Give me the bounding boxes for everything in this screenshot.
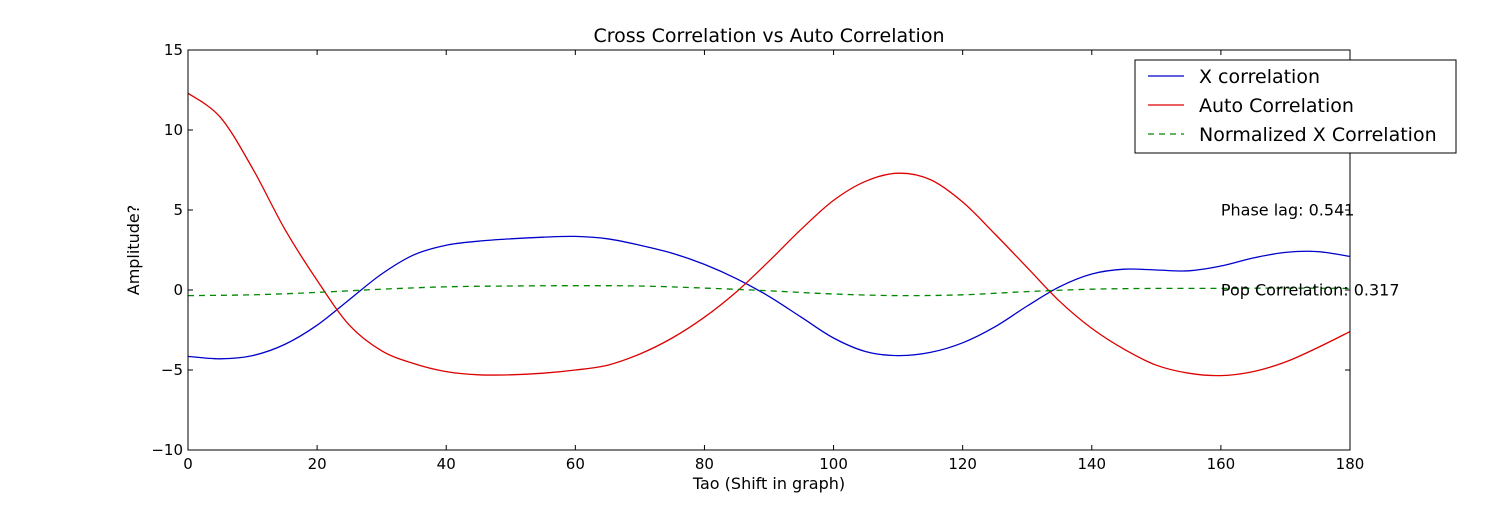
legend-items: X correlation Auto Correlation Normalized … (1148, 66, 1437, 146)
plot-data-layer (187, 92, 1351, 377)
y-axis-label: Amplitude? (124, 205, 143, 295)
legend-label-3: Normalized X Correlation (1199, 124, 1437, 146)
annotation-layer: Phase lag: 0.541 Pop Correlation: 0.317 (1221, 201, 1400, 300)
legend: X correlation Auto Correlation Normalized … (1134, 59, 1457, 154)
tick-layer: 0 20 40 60 80 100 120 140 160 180 15 10 5 0 −5 −10 (151, 41, 1364, 473)
x-tick-label: 20 (308, 455, 327, 473)
y-tick-label: 5 (173, 201, 183, 219)
y-tick-label: 15 (164, 41, 183, 59)
legend-label-1: X correlation (1199, 66, 1320, 88)
x-tick-label: 100 (819, 455, 848, 473)
series-line-2 (187, 92, 1351, 377)
series-line-1 (187, 235, 1351, 360)
y-tick-label: 0 (173, 281, 183, 299)
series-line-3 (187, 285, 1351, 297)
x-tick-label: 180 (1336, 455, 1365, 473)
x-tick-label: 140 (1077, 455, 1106, 473)
x-tick-label: 40 (437, 455, 456, 473)
x-tick-label: 80 (695, 455, 714, 473)
x-tick-label: 60 (566, 455, 585, 473)
x-axis-label: Tao (Shift in graph) (692, 474, 845, 493)
annotation-1: Phase lag: 0.541 (1221, 201, 1355, 220)
x-tick-label: 160 (1207, 455, 1236, 473)
y-tick-label: −10 (151, 441, 183, 459)
legend-label-2: Auto Correlation (1199, 95, 1354, 117)
plot-frame (187, 49, 1351, 451)
legend-box (1134, 59, 1457, 154)
y-tick-label: 10 (164, 121, 183, 139)
y-tick-label: −5 (161, 361, 183, 379)
annotation-2: Pop Correlation: 0.317 (1221, 281, 1400, 300)
x-tick-label: 120 (948, 455, 977, 473)
x-tick-label: 0 (183, 455, 193, 473)
chart-title: Cross Correlation vs Auto Correlation (593, 25, 944, 47)
